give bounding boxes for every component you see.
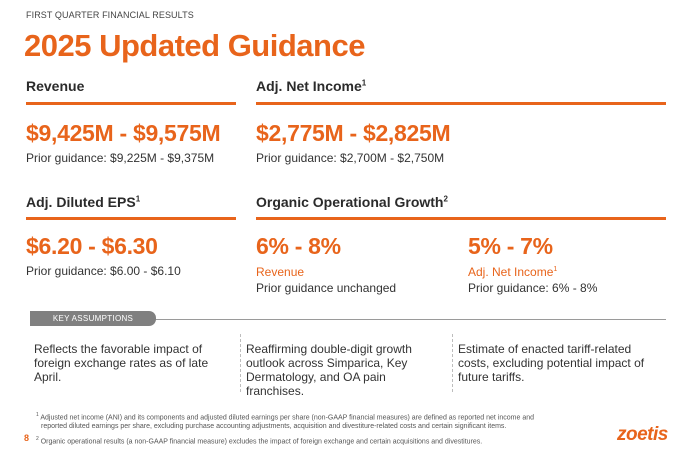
footnote-text: Adjusted net income (ANI) and its compon… — [40, 414, 535, 422]
assumption-line: foreign exchange rates as of late April. — [34, 356, 209, 384]
footnote-ref: 1 — [135, 194, 141, 204]
organic-ani-label-text: Adj. Net Income — [468, 265, 554, 279]
footnote-text: reported diluted earnings per share, exc… — [41, 423, 507, 431]
revenue-heading: Revenue — [26, 78, 84, 94]
assumption-line: Reflects the favorable impact of — [34, 342, 203, 356]
revenue-prior-guidance: Prior guidance: $9,225M - $9,375M — [26, 151, 215, 165]
adj-net-income-heading-label: Adj. Net Income — [256, 78, 362, 94]
organic-revenue-label: Revenue — [256, 265, 305, 279]
organic-revenue-prior-guidance: Prior guidance unchanged — [256, 281, 397, 295]
assumption-line: outlook across Simparica, Key — [246, 356, 408, 370]
assumption-item: Reaffirming double-digit growth outlook … — [246, 342, 446, 398]
adj-diluted-eps-heading: Adj. Diluted EPS1 — [26, 194, 140, 210]
assumption-divider — [452, 334, 453, 392]
footnote-ref: 1 — [36, 412, 39, 418]
adj-diluted-eps-rule — [26, 217, 236, 220]
footnote-text: Organic operational results (a non-GAAP … — [40, 438, 483, 446]
organic-growth-heading: Organic Operational Growth2 — [256, 194, 448, 210]
adj-net-income-prior-guidance: Prior guidance: $2,700M - $2,750M — [256, 151, 445, 165]
footnote-ref: 2 — [443, 194, 448, 204]
revenue-rule — [26, 102, 236, 105]
footnote-ref: 1 — [361, 78, 367, 88]
footnote-2: 2 Organic operational results (a non-GAA… — [36, 435, 482, 446]
assumption-line: Dermatology, and OA pain franchises. — [246, 370, 386, 398]
assumption-divider — [240, 334, 241, 392]
adj-diluted-eps-prior-guidance: Prior guidance: $6.00 - $6.10 — [26, 264, 181, 278]
key-assumptions-divider — [30, 319, 666, 320]
section-eyebrow: FIRST QUARTER FINANCIAL RESULTS — [26, 10, 194, 20]
organic-ani-label: Adj. Net Income1 — [468, 265, 557, 279]
assumption-line: future tariffs. — [458, 370, 525, 384]
zoetis-logo: zoetis — [617, 424, 668, 445]
organic-revenue-value: 6% - 8% — [256, 233, 341, 259]
organic-growth-heading-label: Organic Operational Growth — [256, 194, 444, 210]
footnote-ref: 2 — [36, 436, 39, 442]
page-number: 8 — [24, 433, 30, 443]
page-title: 2025 Updated Guidance — [24, 28, 365, 63]
organic-ani-prior-guidance: Prior guidance: 6% - 8% — [468, 281, 598, 295]
adj-net-income-rule — [256, 102, 666, 105]
adj-diluted-eps-value: $6.20 - $6.30 — [26, 233, 158, 259]
assumption-item: Estimate of enacted tariff-related costs… — [458, 342, 663, 384]
assumption-line: Reaffirming double-digit growth — [246, 342, 412, 356]
adj-net-income-value: $2,775M - $2,825M — [256, 120, 451, 146]
footnote-ref: 1 — [553, 266, 558, 273]
adj-net-income-heading: Adj. Net Income1 — [256, 78, 366, 94]
footnote-1: 1 Adjusted net income (ANI) and its comp… — [36, 411, 534, 431]
assumption-line: Estimate of enacted tariff-related — [458, 342, 632, 356]
adj-diluted-eps-heading-label: Adj. Diluted EPS — [26, 194, 136, 210]
organic-ani-value: 5% - 7% — [468, 233, 553, 259]
organic-growth-rule — [256, 217, 666, 220]
revenue-heading-label: Revenue — [26, 78, 85, 94]
key-assumptions-tab: KEY ASSUMPTIONS — [30, 311, 156, 326]
revenue-value: $9,425M - $9,575M — [26, 120, 221, 146]
assumption-item: Reflects the favorable impact of foreign… — [34, 342, 234, 384]
assumption-line: costs, excluding potential impact of — [458, 356, 645, 370]
